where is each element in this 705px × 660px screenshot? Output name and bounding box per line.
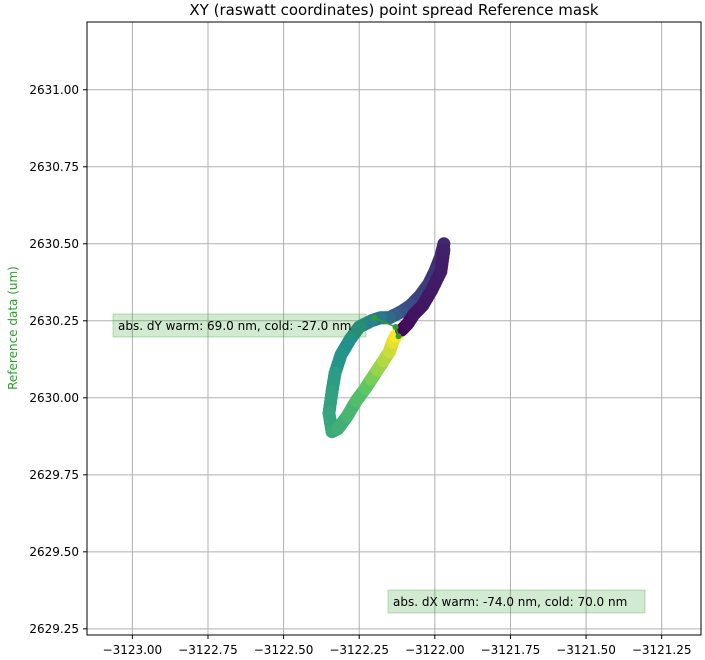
annotation-dx-box	[387, 589, 646, 614]
x-tick-label: −3121.50	[556, 643, 616, 657]
chart-title: XY (raswatt coordinates) point spread Re…	[189, 1, 598, 19]
y-tick-label: 2630.25	[29, 314, 79, 328]
arrow-layer	[371, 314, 402, 340]
displacement-point	[392, 323, 399, 330]
annotation-dx: abs. dX warm: -74.0 nm, cold: 70.0 nm	[387, 589, 646, 614]
y-tick-label: 2630.75	[29, 160, 79, 174]
annotation-dy: abs. dY warm: 69.0 nm, cold: -27.0 nm	[112, 313, 367, 338]
y-tick-label: 2630.00	[29, 391, 79, 405]
data-point	[437, 243, 451, 257]
x-tick-label: −3121.75	[481, 643, 541, 657]
displacement-arrow	[374, 317, 396, 328]
y-axis: 2629.25 2629.50 2629.75 2630.00 2630.25 2630.…	[29, 83, 87, 636]
x-tick-label: −3122.50	[254, 643, 314, 657]
x-tick-label: −3122.00	[405, 643, 465, 657]
y-tick-label: 2630.50	[29, 237, 79, 251]
annotation-dy-text: abs. dY warm: 69.0 nm, cold: -27.0 nm	[118, 319, 351, 333]
y-tick-label: 2631.00	[29, 83, 79, 97]
annotation-dy-box	[112, 313, 367, 338]
displacement-point	[371, 314, 378, 321]
displacement-point	[395, 333, 402, 340]
annotation-dx-text: abs. dX warm: -74.0 nm, cold: 70.0 nm	[393, 595, 627, 609]
x-axis: −3123.00 −3122.75 −3122.50 −3122.25 −3122.00…	[103, 635, 692, 657]
x-tick-label: −3122.75	[178, 643, 238, 657]
y-axis-label: Reference data (um)	[6, 266, 20, 390]
plot-frame	[86, 21, 702, 636]
y-tick-label: 2629.75	[29, 468, 79, 482]
x-tick-label: −3123.00	[103, 643, 163, 657]
x-tick-label: −3122.25	[329, 643, 389, 657]
data-layer	[322, 237, 451, 439]
x-tick-label: −3121.25	[632, 643, 692, 657]
y-tick-label: 2629.25	[29, 622, 79, 636]
y-tick-label: 2629.50	[29, 545, 79, 559]
